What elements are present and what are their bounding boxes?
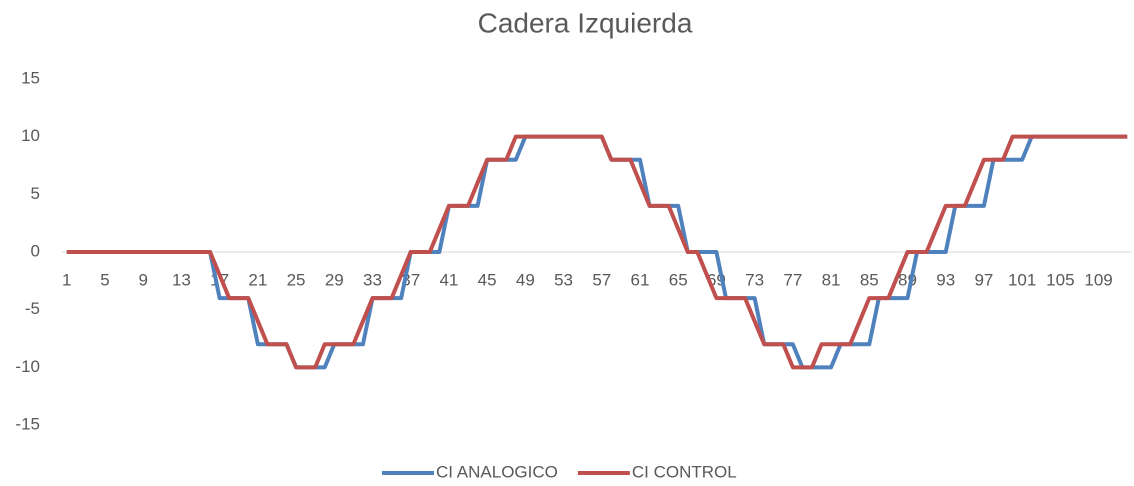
x-tick-label: 77: [783, 270, 802, 289]
legend-label: CI ANALOGICO: [436, 462, 558, 481]
y-tick-label: -10: [15, 357, 40, 376]
x-tick-label: 1: [62, 270, 71, 289]
x-tick-label: 9: [138, 270, 147, 289]
x-tick-label: 93: [936, 270, 955, 289]
x-tick-label: 49: [516, 270, 535, 289]
y-tick-label: 0: [31, 241, 40, 260]
x-tick-label: 25: [287, 270, 306, 289]
x-tick-label: 105: [1046, 270, 1074, 289]
x-tick-label: 29: [325, 270, 344, 289]
y-tick-label: -15: [15, 414, 40, 433]
x-tick-label: 21: [248, 270, 267, 289]
x-tick-label: 5: [100, 270, 109, 289]
y-tick-label: 15: [21, 68, 40, 87]
x-tick-label: 57: [592, 270, 611, 289]
y-tick-label: 5: [31, 184, 40, 203]
x-tick-label: 101: [1008, 270, 1036, 289]
y-tick-label: 10: [21, 126, 40, 145]
x-tick-label: 73: [745, 270, 764, 289]
legend-label: CI CONTROL: [632, 462, 737, 481]
x-tick-label: 97: [974, 270, 993, 289]
x-tick-label: 61: [631, 270, 650, 289]
x-tick-label: 33: [363, 270, 382, 289]
x-tick-label: 41: [439, 270, 458, 289]
x-tick-label: 109: [1084, 270, 1112, 289]
x-tick-label: 53: [554, 270, 573, 289]
chart-title: Cadera Izquierda: [478, 7, 693, 38]
y-tick-label: -5: [25, 299, 40, 318]
x-tick-label: 85: [860, 270, 879, 289]
x-tick-label: 45: [478, 270, 497, 289]
x-tick-label: 65: [669, 270, 688, 289]
x-tick-label: 13: [172, 270, 191, 289]
series-line: [66, 134, 1128, 370]
x-tick-label: 81: [822, 270, 841, 289]
